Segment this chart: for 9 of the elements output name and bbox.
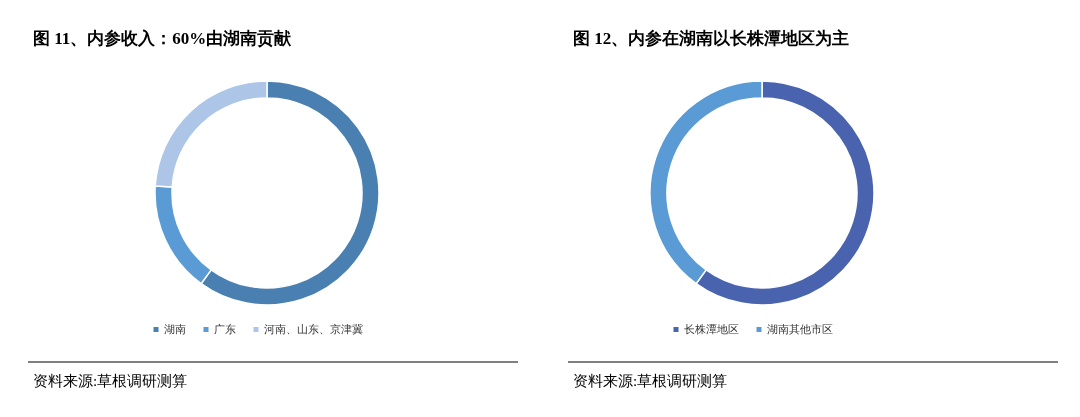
legend-label: 湖南其他市区 [766, 323, 833, 336]
legend-label: 广东 [213, 323, 236, 336]
legend-label: 河南、山东、京津冀 [263, 323, 363, 336]
legend-label: 湖南 [163, 323, 186, 336]
text: 资料来源:草根调研测算 [573, 373, 728, 389]
chart-title: 图 12、内参在湖南以长株潭地区为主 [573, 29, 850, 48]
text: 资料来源:草根调研测算 [33, 373, 188, 389]
legend-label: 长株潭地区 [683, 323, 739, 336]
chart-title: 图 11、内参收入：60%由湖南贡献 [33, 29, 293, 48]
